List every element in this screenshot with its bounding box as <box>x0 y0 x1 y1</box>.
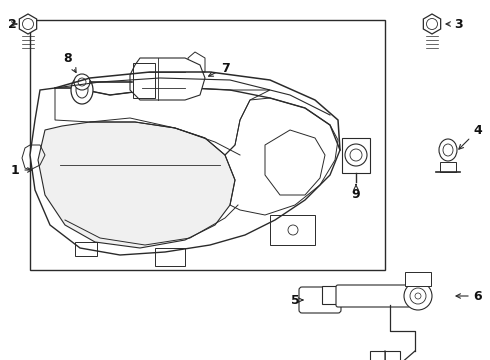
Ellipse shape <box>71 76 93 104</box>
Text: 1: 1 <box>11 163 32 176</box>
Bar <box>155 248 185 266</box>
Bar <box>30 20 385 270</box>
FancyBboxPatch shape <box>336 285 410 307</box>
Circle shape <box>404 282 432 310</box>
Text: 3: 3 <box>454 18 462 31</box>
Circle shape <box>74 74 90 90</box>
Text: 6: 6 <box>456 289 482 302</box>
Bar <box>322 286 338 304</box>
Polygon shape <box>38 122 235 248</box>
Text: 4: 4 <box>459 123 482 149</box>
Bar <box>405 272 431 286</box>
Bar <box>270 215 315 245</box>
Bar <box>370 351 400 360</box>
Bar <box>75 242 97 256</box>
Text: 5: 5 <box>291 293 303 306</box>
Ellipse shape <box>439 139 457 161</box>
Text: 8: 8 <box>64 51 76 72</box>
Polygon shape <box>130 58 205 100</box>
Bar <box>440 162 456 172</box>
Text: 2: 2 <box>8 18 16 31</box>
Text: 7: 7 <box>209 62 229 76</box>
Bar <box>133 63 155 98</box>
Polygon shape <box>30 88 340 255</box>
Polygon shape <box>423 14 441 34</box>
Text: 9: 9 <box>352 185 360 201</box>
Bar <box>342 138 370 173</box>
Polygon shape <box>19 14 37 34</box>
FancyBboxPatch shape <box>299 287 341 313</box>
